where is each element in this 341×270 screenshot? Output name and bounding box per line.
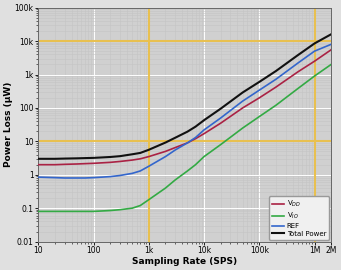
V$_{DD}$ — [130, 158, 134, 162]
REF — [173, 148, 177, 152]
Total Power — [63, 157, 67, 160]
V$_{IO}$ — [147, 198, 151, 201]
V$_{IO}$ — [329, 63, 333, 66]
Total Power — [219, 107, 223, 110]
REF — [118, 174, 122, 177]
Total Power — [53, 157, 57, 160]
Total Power — [75, 157, 79, 160]
Line: V$_{DD}$: V$_{DD}$ — [39, 50, 331, 165]
REF — [147, 165, 151, 168]
REF — [186, 141, 190, 144]
REF — [163, 155, 167, 158]
Total Power — [241, 91, 245, 94]
V$_{IO}$ — [163, 186, 167, 190]
REF — [312, 49, 316, 53]
V$_{IO}$ — [92, 210, 96, 213]
V$_{IO}$ — [186, 169, 190, 173]
Total Power — [296, 53, 300, 57]
V$_{IO}$ — [202, 155, 206, 158]
V$_{IO}$ — [257, 115, 261, 118]
V$_{DD}$ — [312, 60, 316, 63]
V$_{DD}$ — [219, 122, 223, 125]
V$_{DD}$ — [138, 157, 142, 160]
V$_{IO}$ — [118, 208, 122, 211]
REF — [193, 136, 197, 139]
Legend: V$_{DD}$, V$_{IO}$, REF, Total Power: V$_{DD}$, V$_{IO}$, REF, Total Power — [269, 196, 329, 239]
REF — [274, 78, 278, 81]
V$_{DD}$ — [274, 86, 278, 89]
V$_{DD}$ — [92, 162, 96, 165]
Total Power — [138, 151, 142, 154]
V$_{DD}$ — [163, 150, 167, 153]
REF — [83, 176, 87, 180]
REF — [108, 175, 112, 178]
Total Power — [83, 157, 87, 160]
V$_{IO}$ — [36, 210, 41, 213]
REF — [219, 116, 223, 120]
V$_{DD}$ — [173, 146, 177, 149]
Total Power — [108, 155, 112, 158]
Total Power — [92, 156, 96, 160]
Total Power — [193, 125, 197, 128]
X-axis label: Sampling Rate (SPS): Sampling Rate (SPS) — [132, 257, 237, 266]
V$_{IO}$ — [219, 143, 223, 146]
Line: Total Power: Total Power — [39, 34, 331, 159]
V$_{IO}$ — [173, 178, 177, 181]
REF — [53, 176, 57, 179]
REF — [63, 176, 67, 180]
V$_{IO}$ — [312, 75, 316, 78]
Total Power — [36, 157, 41, 160]
Total Power — [186, 130, 190, 133]
Total Power — [257, 80, 261, 83]
Total Power — [147, 148, 151, 151]
Total Power — [312, 42, 316, 45]
V$_{DD}$ — [118, 160, 122, 163]
V$_{DD}$ — [193, 137, 197, 140]
Total Power — [118, 154, 122, 158]
Total Power — [329, 33, 333, 36]
V$_{DD}$ — [257, 96, 261, 99]
REF — [130, 172, 134, 175]
V$_{DD}$ — [53, 163, 57, 166]
Total Power — [130, 153, 134, 156]
V$_{DD}$ — [147, 155, 151, 158]
REF — [296, 62, 300, 65]
REF — [257, 89, 261, 92]
REF — [329, 43, 333, 46]
REF — [241, 99, 245, 103]
Line: REF: REF — [39, 44, 331, 178]
V$_{IO}$ — [83, 210, 87, 213]
V$_{IO}$ — [53, 210, 57, 213]
Y-axis label: Power Loss (μW): Power Loss (μW) — [4, 82, 13, 167]
V$_{IO}$ — [108, 209, 112, 212]
V$_{DD}$ — [75, 162, 79, 166]
V$_{DD}$ — [186, 141, 190, 144]
V$_{IO}$ — [274, 104, 278, 107]
V$_{DD}$ — [108, 161, 112, 164]
V$_{DD}$ — [296, 70, 300, 73]
Total Power — [163, 141, 167, 144]
REF — [92, 176, 96, 179]
Line: V$_{IO}$: V$_{IO}$ — [39, 65, 331, 211]
Total Power — [202, 119, 206, 122]
V$_{DD}$ — [36, 163, 41, 166]
V$_{DD}$ — [329, 48, 333, 51]
V$_{DD}$ — [202, 132, 206, 135]
V$_{IO}$ — [75, 210, 79, 213]
Total Power — [173, 136, 177, 139]
REF — [36, 176, 41, 179]
V$_{IO}$ — [63, 210, 67, 213]
REF — [202, 128, 206, 131]
V$_{IO}$ — [193, 163, 197, 166]
REF — [75, 176, 79, 180]
REF — [138, 169, 142, 173]
V$_{IO}$ — [241, 126, 245, 130]
V$_{DD}$ — [63, 163, 67, 166]
V$_{DD}$ — [83, 162, 87, 165]
V$_{IO}$ — [130, 207, 134, 210]
V$_{DD}$ — [241, 106, 245, 110]
V$_{IO}$ — [138, 204, 142, 207]
Total Power — [274, 69, 278, 73]
V$_{IO}$ — [296, 87, 300, 90]
